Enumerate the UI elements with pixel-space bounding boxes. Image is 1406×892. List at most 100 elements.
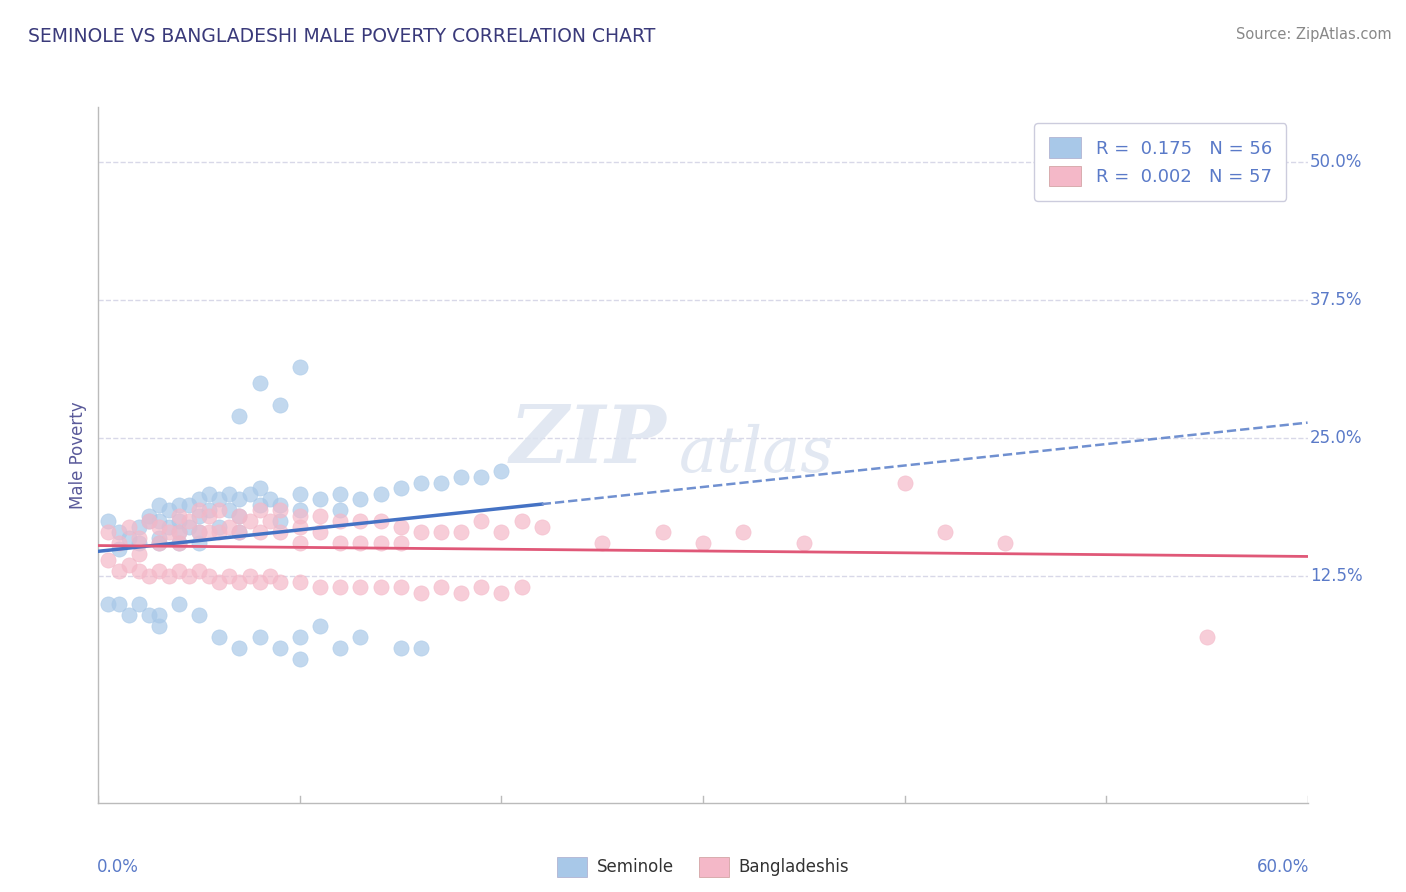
Point — [409, 525, 432, 540]
Point — [138, 514, 160, 528]
Point — [148, 519, 170, 533]
Point — [450, 470, 472, 484]
Point — [218, 503, 240, 517]
Point — [218, 519, 240, 533]
Point — [198, 525, 221, 540]
Point — [259, 492, 281, 507]
Point — [470, 581, 492, 595]
Point — [288, 630, 311, 644]
Point — [228, 492, 250, 507]
Point — [1195, 630, 1218, 644]
Point — [218, 569, 240, 583]
Point — [269, 514, 291, 528]
Point — [148, 536, 170, 550]
Point — [188, 503, 211, 517]
Point — [269, 641, 291, 656]
Point — [228, 508, 250, 523]
Point — [208, 503, 231, 517]
Point — [430, 475, 453, 490]
Legend: Seminole, Bangladeshis: Seminole, Bangladeshis — [548, 849, 858, 885]
Point — [198, 486, 221, 500]
Point — [269, 498, 291, 512]
Point — [329, 581, 352, 595]
Point — [167, 536, 190, 550]
Point — [118, 531, 141, 545]
Point — [107, 597, 129, 611]
Point — [128, 564, 150, 578]
Point — [269, 398, 291, 412]
Text: 12.5%: 12.5% — [1310, 567, 1362, 585]
Point — [269, 574, 291, 589]
Point — [167, 564, 190, 578]
Point — [409, 641, 432, 656]
Point — [218, 486, 240, 500]
Point — [188, 525, 211, 540]
Point — [430, 525, 453, 540]
Point — [733, 525, 755, 540]
Point — [228, 525, 250, 540]
Point — [491, 465, 513, 479]
Point — [651, 525, 673, 540]
Point — [470, 514, 492, 528]
Point — [177, 498, 201, 512]
Point — [107, 536, 129, 550]
Point — [370, 581, 392, 595]
Point — [409, 475, 432, 490]
Point — [510, 581, 533, 595]
Point — [148, 498, 170, 512]
Point — [370, 486, 392, 500]
Point — [288, 508, 311, 523]
Point — [793, 536, 815, 550]
Point — [370, 536, 392, 550]
Point — [228, 525, 250, 540]
Point — [249, 481, 271, 495]
Point — [591, 536, 613, 550]
Point — [239, 514, 262, 528]
Point — [692, 536, 714, 550]
Point — [148, 619, 170, 633]
Point — [167, 536, 190, 550]
Point — [157, 569, 180, 583]
Point — [309, 525, 332, 540]
Text: 25.0%: 25.0% — [1310, 429, 1362, 448]
Point — [309, 581, 332, 595]
Point — [198, 569, 221, 583]
Text: Source: ZipAtlas.com: Source: ZipAtlas.com — [1236, 27, 1392, 42]
Point — [167, 597, 190, 611]
Point — [118, 608, 141, 623]
Point — [249, 630, 271, 644]
Point — [107, 525, 129, 540]
Point — [188, 492, 211, 507]
Point — [288, 574, 311, 589]
Point — [249, 376, 271, 391]
Text: atlas: atlas — [679, 424, 834, 486]
Point — [249, 574, 271, 589]
Point — [118, 558, 141, 573]
Point — [269, 525, 291, 540]
Point — [530, 519, 553, 533]
Point — [177, 514, 201, 528]
Point — [148, 514, 170, 528]
Point — [288, 652, 311, 666]
Point — [208, 519, 231, 533]
Point — [994, 536, 1017, 550]
Point — [148, 564, 170, 578]
Point — [491, 525, 513, 540]
Point — [97, 597, 120, 611]
Point — [128, 536, 150, 550]
Point — [138, 514, 160, 528]
Point — [177, 519, 201, 533]
Point — [239, 486, 262, 500]
Point — [188, 564, 211, 578]
Point — [188, 608, 211, 623]
Point — [177, 569, 201, 583]
Point — [309, 508, 332, 523]
Point — [128, 531, 150, 545]
Point — [208, 574, 231, 589]
Y-axis label: Male Poverty: Male Poverty — [69, 401, 87, 508]
Point — [288, 519, 311, 533]
Point — [309, 492, 332, 507]
Point — [249, 525, 271, 540]
Text: 0.0%: 0.0% — [97, 858, 139, 877]
Point — [157, 519, 180, 533]
